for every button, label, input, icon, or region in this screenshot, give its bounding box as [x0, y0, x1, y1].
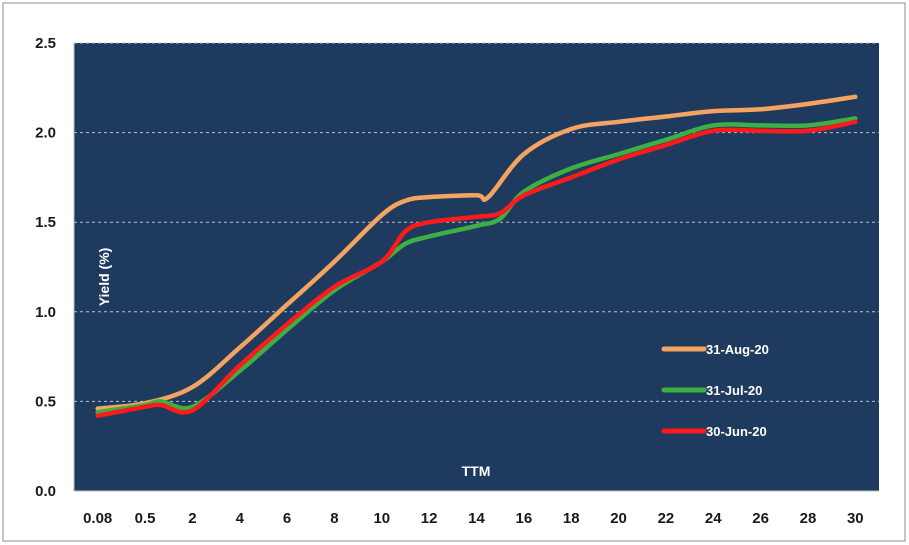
x-tick-label: 30 — [847, 510, 864, 527]
x-tick-label: 2 — [188, 510, 196, 527]
x-tick-label: 26 — [752, 510, 769, 527]
x-axis-title: TTM — [462, 463, 491, 479]
x-tick-label: 8 — [330, 510, 338, 527]
x-tick-label: 0.08 — [83, 510, 112, 527]
x-tick-label: 14 — [468, 510, 485, 527]
legend: 31-Aug-20 31-Jul-20 30-Jun-20 — [661, 342, 769, 439]
x-tick-label: 22 — [658, 510, 675, 527]
x-tick-label: 12 — [421, 510, 438, 527]
x-tick-label: 20 — [610, 510, 627, 527]
x-tick-label: 0.5 — [135, 510, 156, 527]
x-tick-label: 16 — [516, 510, 533, 527]
y-tick-label: 1.5 — [35, 214, 56, 231]
y-tick-label: 0.5 — [35, 393, 56, 410]
x-tick-label: 24 — [705, 510, 722, 527]
x-tick-label: 6 — [283, 510, 291, 527]
legend-label: 31-Jul-20 — [706, 383, 762, 398]
y-tick-label: 0.0 — [35, 483, 56, 500]
legend-label: 31-Aug-20 — [706, 342, 769, 357]
series-line-31-aug-20 — [95, 94, 858, 411]
series-line-31-jul-20 — [95, 116, 858, 415]
y-tick-label: 2.0 — [35, 125, 56, 142]
y-axis-title: Yield (%) — [96, 248, 112, 307]
legend-label: 30-Jun-20 — [706, 424, 767, 439]
x-axis-ticks: 0.08 0.5 2 4 6 8 10 12 14 16 18 20 22 24 26 28 30 — [83, 510, 864, 527]
x-tick-label: 28 — [800, 510, 817, 527]
series-lines — [95, 94, 858, 418]
x-tick-label: 18 — [563, 510, 580, 527]
x-tick-label: 10 — [373, 510, 390, 527]
y-tick-label: 1.0 — [35, 304, 56, 321]
y-tick-label: 2.5 — [35, 35, 56, 52]
gridlines — [74, 42, 879, 402]
plot-area — [74, 43, 879, 491]
series-line-30-jun-20 — [95, 119, 858, 418]
x-tick-label: 4 — [236, 510, 245, 527]
y-axis-ticks: 0.0 0.5 1.0 1.5 2.0 2.5 — [35, 35, 56, 500]
